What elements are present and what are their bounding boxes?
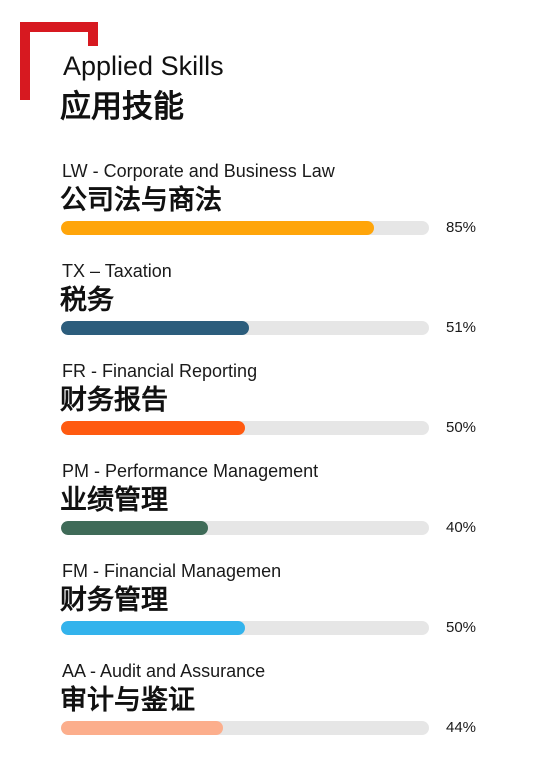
- progress-bar-fill: [61, 721, 223, 735]
- logo-bracket-icon: [20, 22, 98, 100]
- page-title-chinese: 应用技能: [60, 89, 184, 125]
- progress-bar-fill: [61, 221, 374, 235]
- skill-name: AA - Audit and Assurance: [62, 661, 266, 681]
- progress-bar-fill: [61, 421, 245, 435]
- skill-row: FM - Financial Managemen 财务管理 50%: [0, 560, 550, 655]
- percent-label: 50%: [446, 619, 477, 636]
- skill-name-chinese: 业绩管理: [60, 485, 168, 516]
- skill-name-chinese: 财务管理: [60, 585, 168, 616]
- progress-bar-fill: [61, 621, 245, 635]
- skill-name: TX – Taxation: [62, 261, 172, 281]
- progress-track: [61, 621, 429, 635]
- skill-name-chinese: 财务报告: [60, 385, 168, 416]
- progress-track: [61, 721, 429, 735]
- skill-name-chinese: 公司法与商法: [60, 185, 222, 216]
- progress-track: [61, 521, 429, 535]
- skill-row: AA - Audit and Assurance 审计与鉴证 44%: [0, 660, 550, 755]
- skill-row: PM - Performance Management 业绩管理 40%: [0, 460, 550, 555]
- skill-row: LW - Corporate and Business Law 公司法与商法 85%: [0, 160, 550, 255]
- skill-name-chinese: 税务: [60, 285, 114, 316]
- progress-track: [61, 221, 429, 235]
- percent-label: 40%: [446, 519, 477, 536]
- skill-row: TX – Taxation 税务 51%: [0, 260, 550, 355]
- skill-name: FR - Financial Reporting: [62, 361, 258, 381]
- skill-row: FR - Financial Reporting 财务报告 50%: [0, 360, 550, 455]
- skill-name-chinese: 审计与鉴证: [60, 685, 195, 716]
- skill-name: LW - Corporate and Business Law: [62, 161, 335, 181]
- skill-name: PM - Performance Management: [62, 461, 319, 481]
- progress-bar-fill: [61, 521, 208, 535]
- percent-label: 85%: [446, 219, 477, 236]
- progress-track: [61, 321, 429, 335]
- percent-label: 44%: [446, 719, 477, 736]
- progress-track: [61, 421, 429, 435]
- percent-label: 51%: [446, 319, 477, 336]
- percent-label: 50%: [446, 419, 477, 436]
- page-title: Applied Skills: [63, 51, 224, 81]
- skill-name: FM - Financial Managemen: [62, 561, 282, 581]
- progress-bar-fill: [61, 321, 249, 335]
